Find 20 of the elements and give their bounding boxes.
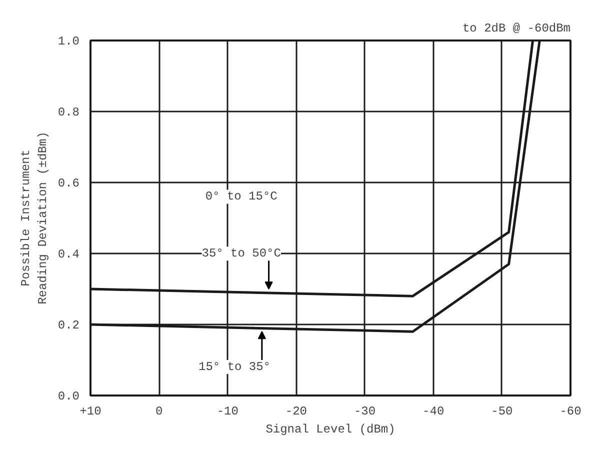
x-tick-label: -40 [422, 404, 444, 418]
x-tick-label: -10 [216, 404, 238, 418]
y-tick-label: 0.2 [58, 318, 80, 332]
y-tick-label: 0.6 [58, 176, 80, 190]
annotation: 35° to 50°C [202, 246, 281, 261]
y-tick-label: 0.0 [58, 390, 80, 404]
x-axis-title: Signal Level (dBm) [266, 422, 396, 436]
y-axis-title: Possible Instrument Reading Deviation (±dBm) [19, 132, 50, 304]
y-tick-label: 0.4 [58, 248, 80, 262]
y-tick-label: 1.0 [58, 34, 80, 48]
x-tick-label: 0 [155, 404, 163, 418]
x-tick-label: -20 [285, 404, 308, 418]
x-tick-label: -30 [354, 404, 376, 418]
y-tick-label: 0.8 [58, 106, 80, 120]
x-tick-label: -50 [491, 404, 513, 418]
text: to 2dB @ -60dBm [462, 22, 571, 36]
annotation: 15° to 35° [198, 360, 271, 374]
annotation: 0° to 15°C [205, 190, 278, 204]
x-tick-label: -60 [560, 404, 582, 418]
x-tick-label: +10 [80, 404, 102, 418]
